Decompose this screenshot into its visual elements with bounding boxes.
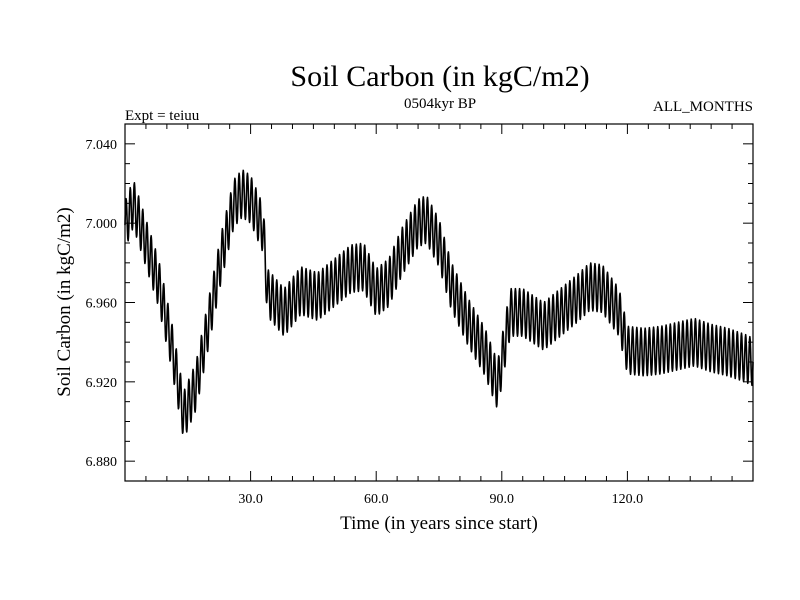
period-label: 0504kyr BP bbox=[404, 96, 476, 112]
x-tick-label: 60.0 bbox=[364, 492, 389, 507]
x-tick-label: 120.0 bbox=[612, 492, 644, 507]
y-tick-label: 6.880 bbox=[86, 455, 118, 470]
x-tick-label: 90.0 bbox=[490, 492, 515, 507]
x-axis-label: Time (in years since start) bbox=[340, 513, 538, 534]
y-tick-label: 6.920 bbox=[86, 376, 118, 391]
axis-ticks bbox=[125, 124, 753, 481]
y-tick-label: 6.960 bbox=[86, 297, 118, 312]
y-axis-label: Soil Carbon (in kgC/m2) bbox=[54, 207, 75, 396]
y-tick-label: 7.000 bbox=[86, 217, 118, 232]
y-tick-label: 7.040 bbox=[86, 138, 118, 153]
x-tick-label: 30.0 bbox=[238, 492, 263, 507]
plot-frame bbox=[124, 123, 754, 482]
months-label: ALL_MONTHS bbox=[653, 99, 753, 115]
series-line-soil-carbon bbox=[124, 169, 754, 435]
tick-labels: 30.0 60.0 90.0 120.0 6.880 6.920 6.960 7.000 7.0… bbox=[86, 138, 644, 507]
experiment-label: Expt = teiuu bbox=[125, 108, 200, 124]
chart-title: Soil Carbon (in kgC/m2) bbox=[290, 60, 589, 93]
